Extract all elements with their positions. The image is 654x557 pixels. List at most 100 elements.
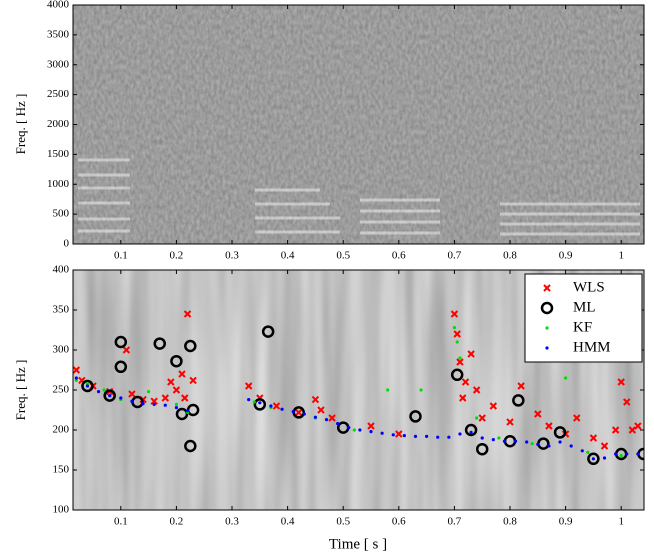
x-tick-label: 0.8 <box>503 516 517 528</box>
y-tick-label: 2500 <box>47 88 70 100</box>
point <box>450 368 464 382</box>
y-tick-label: 3500 <box>47 28 70 40</box>
point <box>547 444 551 448</box>
point <box>591 457 596 461</box>
point <box>85 384 90 388</box>
point <box>183 310 192 318</box>
x-tick-label: 0.2 <box>170 516 184 528</box>
x-tick-label: 0.4 <box>281 250 295 262</box>
x-tick-label: 0.4 <box>281 516 295 528</box>
point <box>291 410 295 414</box>
x-tick-label: 0.3 <box>225 250 239 262</box>
point <box>614 452 618 456</box>
legend-marker <box>545 326 549 330</box>
point <box>185 409 190 413</box>
x-tick-label: 0.6 <box>392 516 406 528</box>
point <box>119 396 123 400</box>
point <box>313 415 318 419</box>
point <box>258 401 262 405</box>
point <box>114 360 128 374</box>
point <box>103 389 116 402</box>
y-tick-label: 500 <box>53 208 70 220</box>
y-tick-label: 300 <box>53 344 70 356</box>
point <box>147 390 151 394</box>
spectrogram <box>73 5 644 244</box>
legend-marker <box>540 301 554 315</box>
point <box>617 378 625 386</box>
point <box>458 356 462 360</box>
point <box>419 388 423 392</box>
point <box>580 449 584 453</box>
point <box>367 422 375 430</box>
point <box>450 310 459 318</box>
point <box>475 416 479 420</box>
point <box>295 408 303 417</box>
point <box>491 438 495 442</box>
point <box>152 402 156 406</box>
point <box>459 394 467 402</box>
point <box>317 406 325 414</box>
point <box>128 390 136 398</box>
point <box>358 428 362 432</box>
x-tick-label: 1 <box>618 516 624 528</box>
point <box>181 394 189 402</box>
point <box>163 403 167 407</box>
point <box>174 402 179 406</box>
point <box>347 426 351 430</box>
point <box>512 394 525 407</box>
point <box>489 402 498 410</box>
point <box>178 370 186 378</box>
point <box>150 397 158 405</box>
point <box>619 454 623 458</box>
y-tick-label: 100 <box>53 504 70 516</box>
x-axis-title: Time [ s ] <box>329 536 387 552</box>
y-axis-title: Freq. [ Hz ] <box>13 360 28 421</box>
point <box>122 346 131 354</box>
legend-label: ML <box>573 299 596 315</box>
point <box>589 434 598 442</box>
point <box>530 442 534 446</box>
y-axis-title: Freq. [ Hz ] <box>13 94 28 155</box>
point <box>380 431 384 435</box>
point <box>170 354 183 368</box>
point <box>502 439 507 443</box>
point <box>184 439 197 453</box>
point <box>456 358 464 366</box>
point <box>184 339 197 353</box>
point <box>553 426 567 439</box>
point <box>409 410 422 423</box>
point <box>455 340 459 344</box>
point <box>413 434 418 438</box>
point <box>587 452 600 466</box>
point <box>625 452 629 456</box>
point <box>102 388 106 392</box>
point <box>272 402 281 410</box>
point <box>114 335 128 349</box>
y-tick-label: 0 <box>64 238 70 250</box>
point <box>311 395 320 404</box>
legend-marker <box>545 346 549 350</box>
y-tick-label: 400 <box>53 264 70 276</box>
point <box>467 350 475 358</box>
point <box>586 450 590 454</box>
point <box>497 436 501 440</box>
point <box>623 398 631 406</box>
y-tick-label: 4000 <box>47 0 70 11</box>
point <box>352 428 356 432</box>
point <box>74 376 78 380</box>
x-tick-label: 0.8 <box>503 250 517 262</box>
y-tick-label: 350 <box>53 304 70 316</box>
point <box>324 418 329 422</box>
point <box>167 378 175 386</box>
point <box>261 325 275 338</box>
legend-box <box>524 273 643 363</box>
point <box>280 407 284 411</box>
point <box>96 390 101 394</box>
x-tick-label: 0.9 <box>559 516 573 528</box>
point <box>525 440 529 444</box>
point <box>73 366 81 374</box>
point <box>480 436 484 440</box>
plot-area <box>73 310 644 466</box>
x-tick-label: 1 <box>618 250 624 262</box>
